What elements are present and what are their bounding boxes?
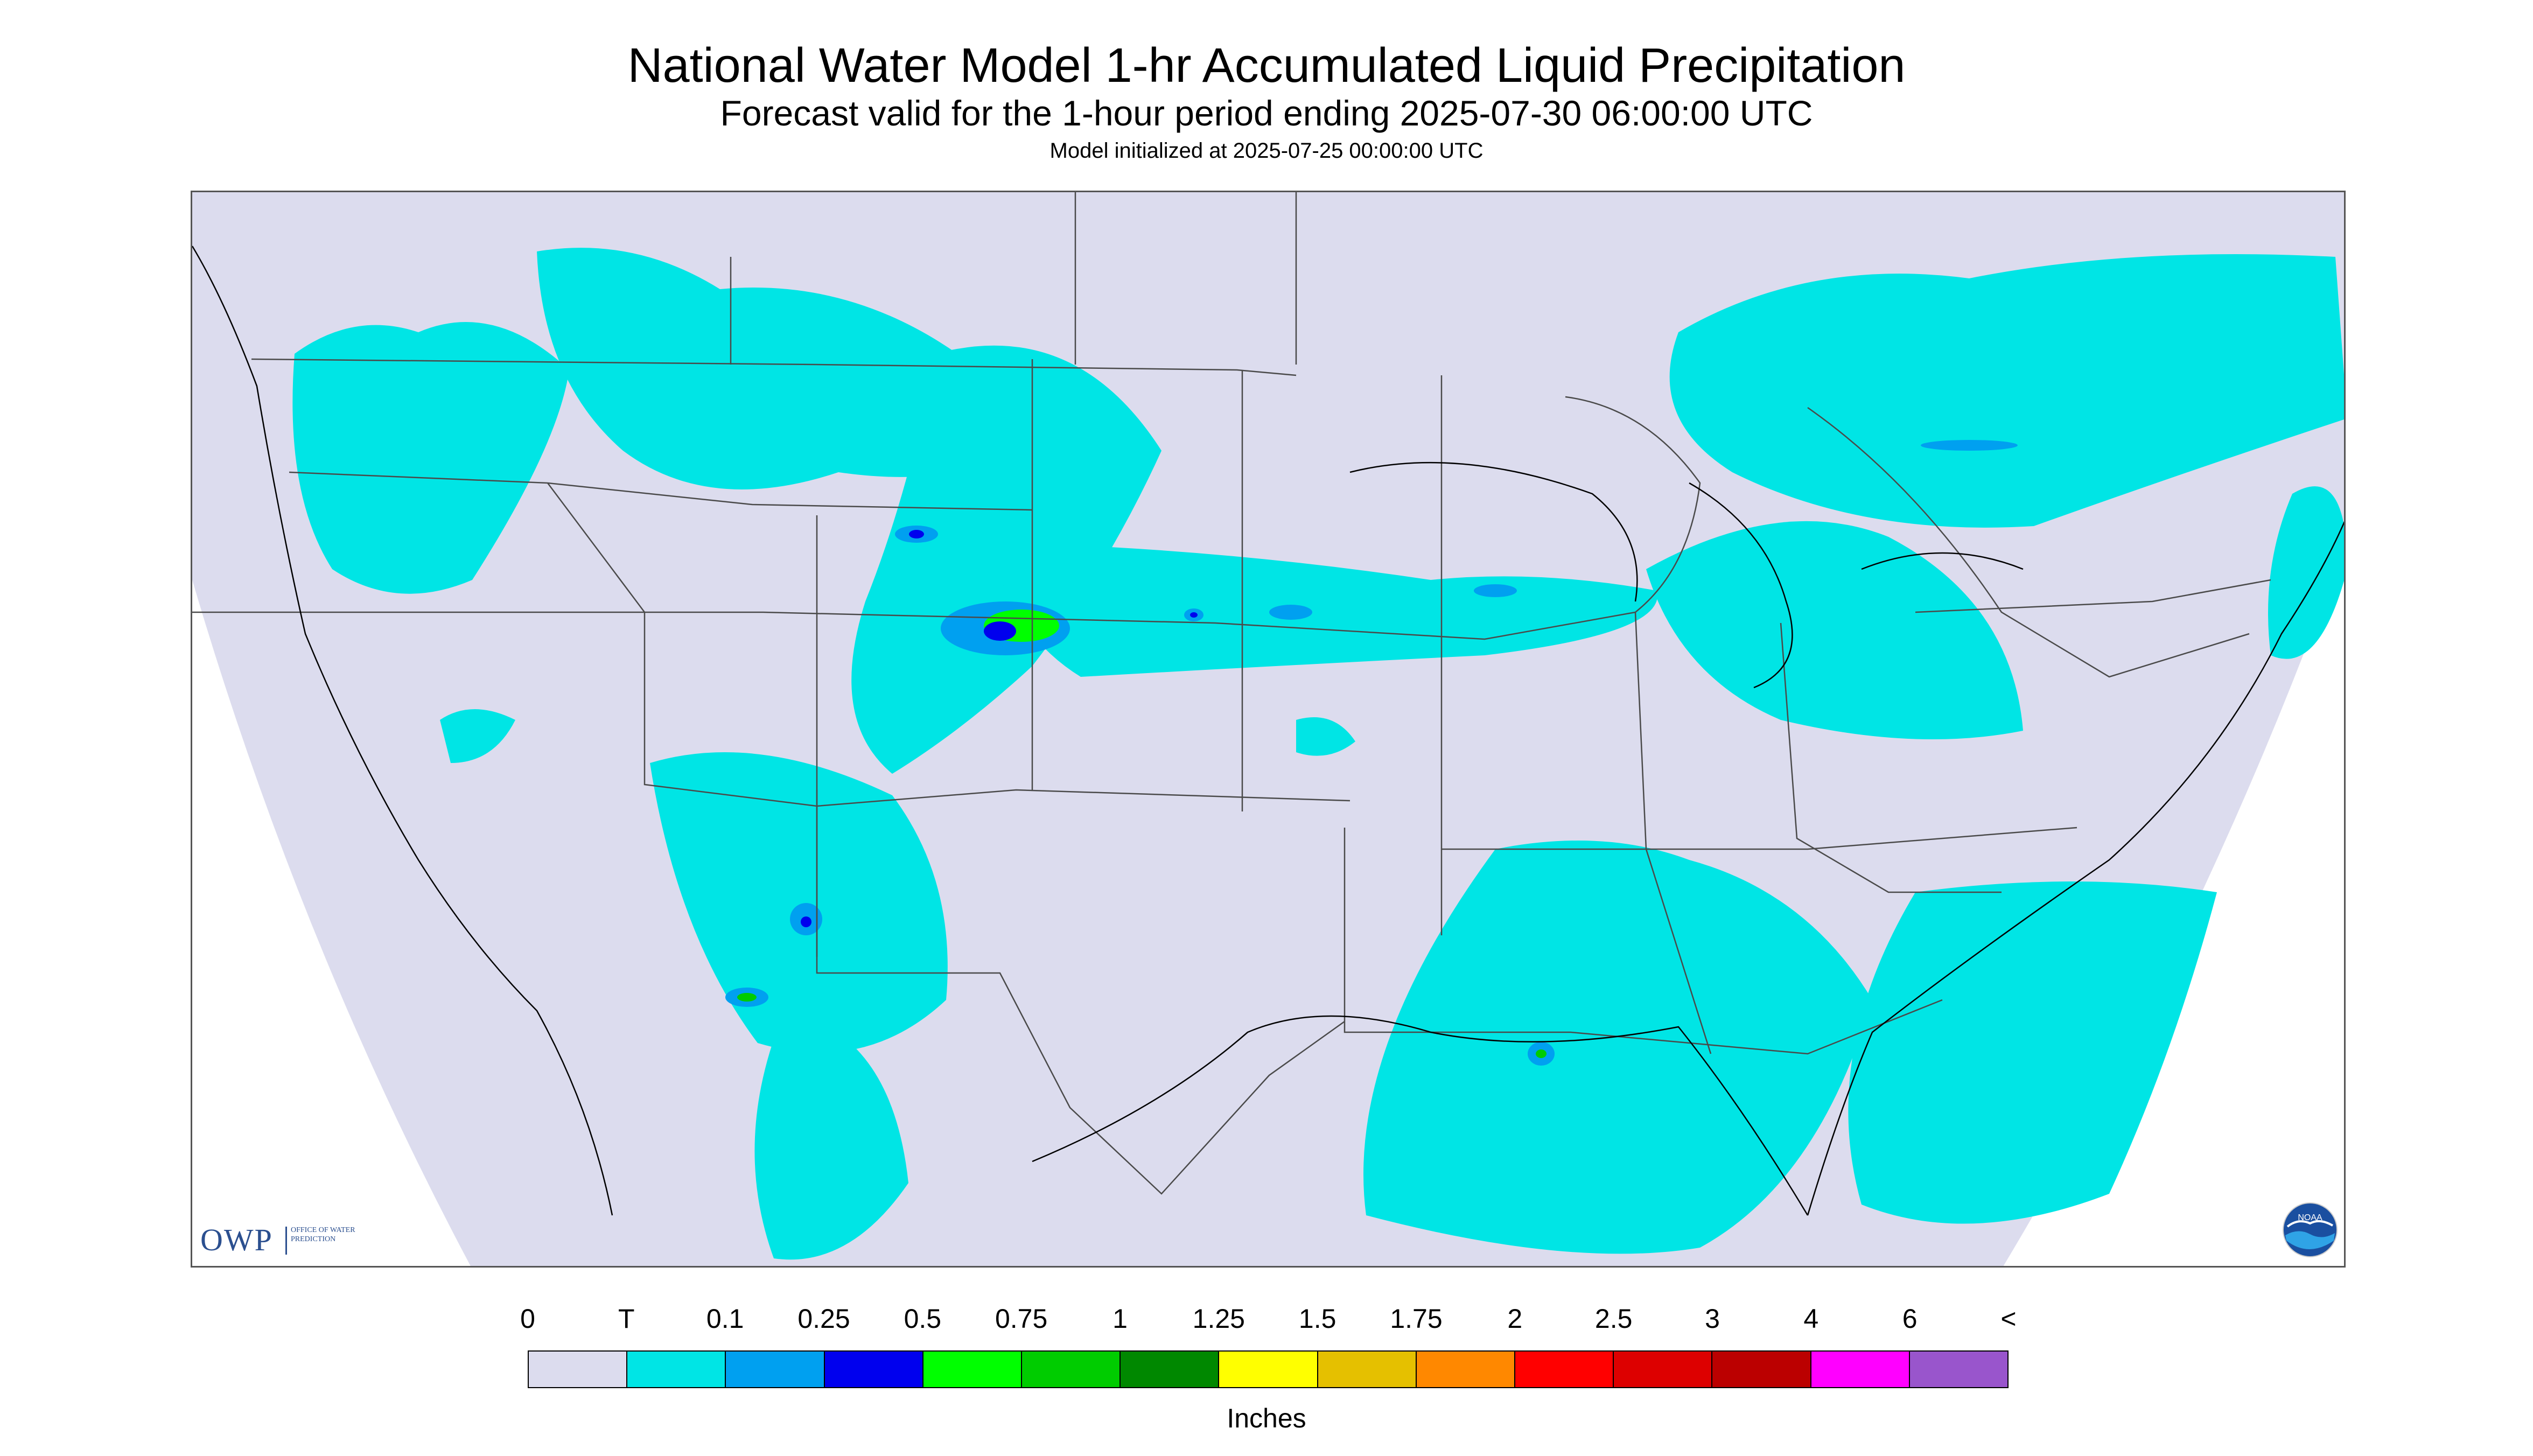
legend-swatch [529,1352,628,1387]
legend-label: 0.25 [797,1304,850,1334]
legend-label: 1 [1112,1304,1128,1334]
legend-label: 6 [1902,1304,1918,1334]
legend-swatch [1909,1352,2008,1387]
legend-label: 2.5 [1594,1304,1633,1334]
legend-label: 0.75 [995,1304,1048,1334]
legend-swatch [1022,1352,1121,1387]
legend-label: 3 [1705,1304,1720,1334]
precipitation-map [191,191,2346,1268]
noaa-logo-text: NOAA [2298,1213,2322,1222]
legend-swatch [726,1352,825,1387]
legend-label: 0 [520,1304,535,1334]
noaa-logo: NOAA [2282,1202,2338,1258]
model-init-time: Model initialized at 2025-07-25 00:00:00… [1049,139,1484,163]
legend-label: 0.5 [904,1304,942,1334]
trace-precip-areas [292,248,2344,1260]
owp-logo: OWP OFFICE OF WATER PREDICTION [200,1222,367,1258]
legend-color-bar [528,1350,2009,1388]
owp-logo-divider [285,1227,287,1255]
moderate-precip-cores [725,440,2018,1066]
state-boundaries [192,192,2271,1195]
map-title: National Water Model 1-hr Accumulated Li… [627,39,1906,93]
owp-logo-text: OWP [200,1222,273,1257]
legend-swatch [1614,1352,1713,1387]
legend-swatch [1515,1352,1614,1387]
legend-swatch [1416,1352,1516,1387]
precip-legend: 0 T 0.1 0.25 0.5 0.75 1 1.25 1.5 1.75 2 2.5 3 4 6 < [520,1303,2017,1411]
legend-label: T [618,1304,635,1334]
legend-swatch [824,1352,923,1387]
legend-label: 0.1 [706,1304,744,1334]
legend-label: < [2000,1304,2017,1334]
map-subtitle: Forecast valid for the 1-hour period end… [720,93,1813,133]
legend-label: 1.25 [1192,1304,1245,1334]
legend-swatch [1811,1352,1910,1387]
legend-units: Inches [1227,1403,1306,1433]
legend-swatch [1712,1352,1811,1387]
legend-swatch [923,1352,1023,1387]
legend-swatch [1318,1352,1417,1387]
owp-logo-subtext: OFFICE OF WATER PREDICTION [291,1226,355,1243]
legend-label: 2 [1507,1304,1523,1334]
legend-label: 4 [1803,1304,1819,1334]
coastlines [192,246,2344,1216]
legend-swatch [627,1352,726,1387]
legend-swatch [1219,1352,1318,1387]
legend-label: 1.5 [1298,1304,1337,1334]
legend-swatch [1121,1352,1220,1387]
legend-label: 1.75 [1390,1304,1443,1334]
